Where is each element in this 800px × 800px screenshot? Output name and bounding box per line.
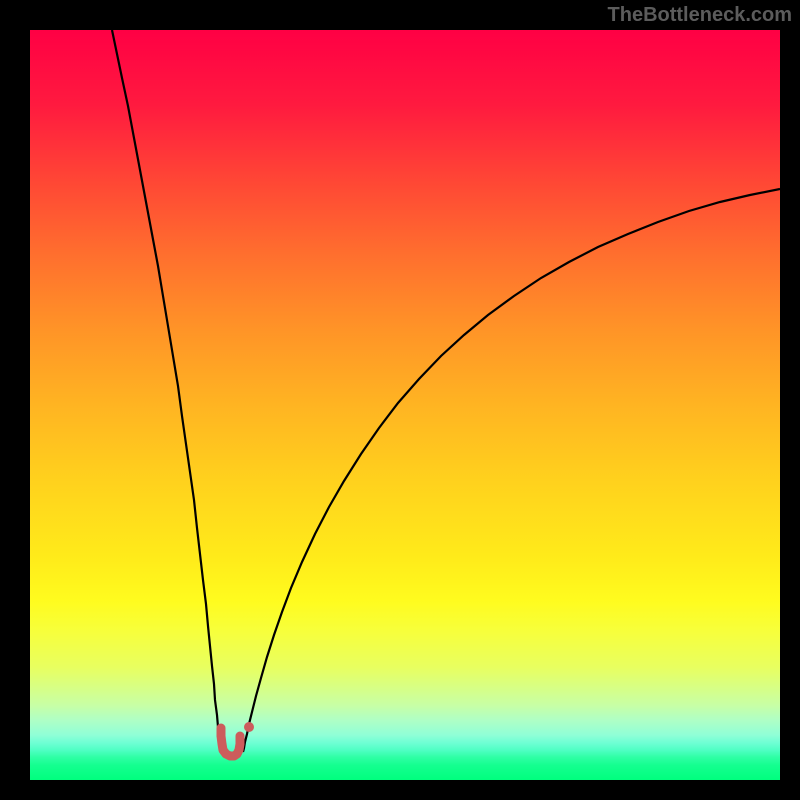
right-curve	[243, 189, 780, 752]
curves-layer	[30, 30, 780, 780]
hook-dot	[244, 722, 254, 732]
chart-container: TheBottleneck.com	[0, 0, 800, 800]
plot-area	[30, 30, 780, 780]
hook-marker	[221, 728, 240, 756]
watermark-text: TheBottleneck.com	[608, 4, 792, 27]
left-curve	[112, 30, 225, 755]
